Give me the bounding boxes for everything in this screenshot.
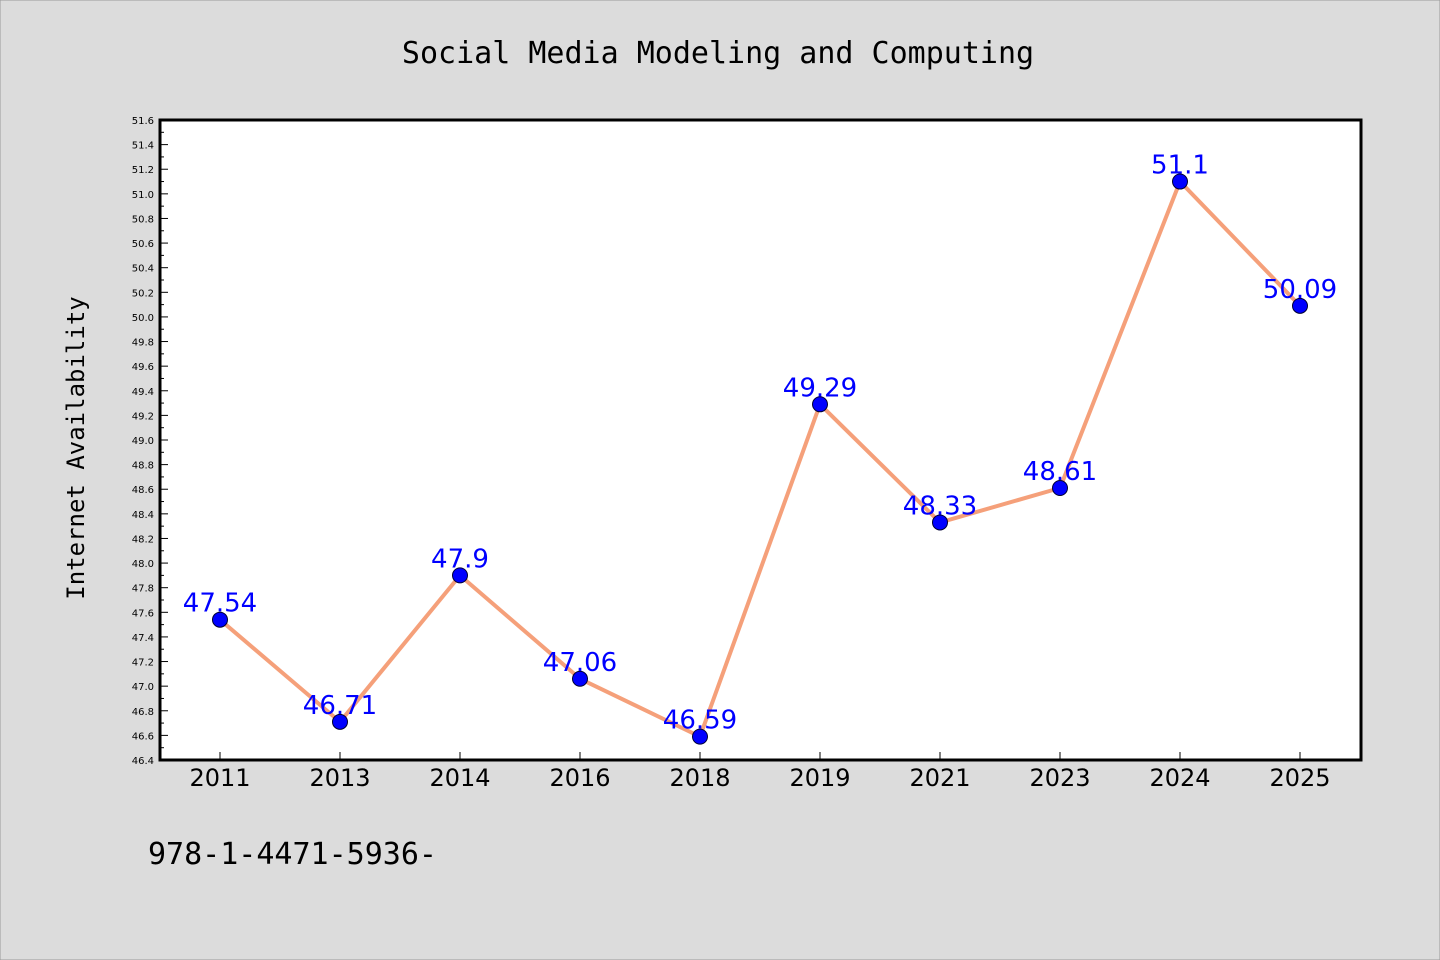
x-tick-label: 2021 <box>909 764 970 792</box>
y-axis-ticks: 46.4 46.6 46.8 47.0 47.2 47.4 47.6 47.8 48.0 48.2… <box>132 116 168 767</box>
series-line <box>218 179 1302 739</box>
x-axis-ticks: 2011 2013 2014 2016 2018 2019 2021 2023 2024 2025 <box>189 752 1331 792</box>
y-tick-label: 46.6 <box>132 731 154 742</box>
plot-frame <box>158 118 1363 762</box>
y-tick-label: 47.2 <box>132 658 154 669</box>
data-point <box>932 514 948 531</box>
y-tick-label: 50.6 <box>132 239 154 250</box>
data-label: 47.54 <box>183 589 257 619</box>
y-tick-label: 48.6 <box>132 485 154 496</box>
data-label: 51.1 <box>1151 151 1209 181</box>
y-tick-label: 49.2 <box>132 411 154 422</box>
data-label: 50.09 <box>1263 275 1337 305</box>
data-point <box>812 396 828 413</box>
footer-isbn-text: 978-1-4471-5936- <box>148 837 437 872</box>
y-tick-label: 49.4 <box>132 387 154 398</box>
data-point <box>212 611 228 628</box>
y-tick-label: 49.8 <box>132 338 154 349</box>
y-axis-label: Internet Availability <box>62 296 90 599</box>
x-tick-label: 2014 <box>429 764 490 792</box>
y-tick-label: 47.8 <box>132 584 154 595</box>
y-tick-label: 48.2 <box>132 534 154 545</box>
series-line-group <box>218 179 1302 739</box>
x-tick-label: 2025 <box>1269 764 1330 792</box>
data-point <box>452 567 468 584</box>
data-point <box>692 728 708 745</box>
y-tick-label: 51.2 <box>132 165 154 176</box>
data-point <box>572 670 588 687</box>
data-point <box>1292 297 1308 314</box>
data-label: 47.9 <box>431 544 489 574</box>
data-point <box>1052 480 1068 496</box>
x-tick-label: 2024 <box>1149 764 1210 792</box>
data-label: 48.33 <box>903 491 977 521</box>
chart-title: Social Media Modeling and Computing <box>402 36 1034 71</box>
y-tick-label: 51.0 <box>132 190 154 201</box>
x-tick-label: 2018 <box>669 764 730 792</box>
x-tick-label: 2019 <box>789 764 850 792</box>
y-tick-label: 50.4 <box>132 264 154 275</box>
data-labels: 47.54 46.71 47.9 47.06 46.59 49.29 48.33 48.61 5… <box>183 151 1337 736</box>
plot-area <box>160 120 1361 760</box>
data-label: 49.29 <box>783 373 857 403</box>
y-tick-label: 50.2 <box>132 288 154 299</box>
data-label: 47.06 <box>543 648 617 678</box>
y-tick-label: 51.6 <box>132 116 154 127</box>
data-label: 46.59 <box>663 706 737 736</box>
y-tick-label: 47.0 <box>132 682 154 693</box>
y-tick-label: 47.6 <box>132 608 154 619</box>
y-tick-label: 48.4 <box>132 510 154 521</box>
y-tick-label: 46.8 <box>132 707 154 718</box>
data-point <box>1172 173 1188 190</box>
data-points <box>212 173 1308 745</box>
y-tick-label: 48.8 <box>132 461 154 472</box>
data-label: 48.61 <box>1023 457 1097 487</box>
x-tick-label: 2023 <box>1029 764 1090 792</box>
x-tick-label: 2016 <box>549 764 610 792</box>
y-tick-label: 48.0 <box>132 559 154 570</box>
y-tick-label: 46.4 <box>132 756 154 767</box>
y-tick-label: 47.4 <box>132 633 154 644</box>
y-tick-label: 49.0 <box>132 436 154 447</box>
x-tick-label: 2013 <box>309 764 370 792</box>
y-tick-label: 50.8 <box>132 214 154 225</box>
y-tick-label: 50.0 <box>132 313 154 324</box>
y-tick-label: 51.4 <box>132 141 154 152</box>
data-label: 46.71 <box>303 691 377 721</box>
data-point <box>332 713 348 730</box>
x-tick-label: 2011 <box>189 764 250 792</box>
y-tick-label: 49.6 <box>132 362 154 373</box>
